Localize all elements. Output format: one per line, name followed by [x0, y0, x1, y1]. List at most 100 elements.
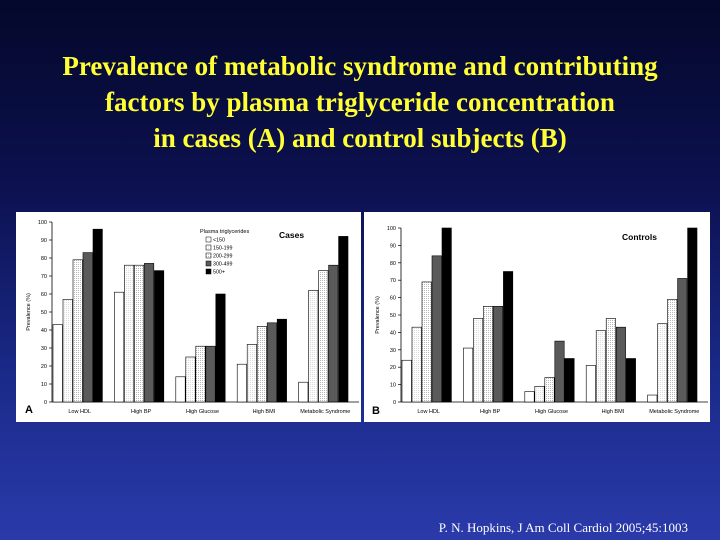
bar [246, 344, 257, 403]
bar [473, 318, 484, 403]
bar [411, 326, 422, 403]
bar [441, 227, 452, 403]
y-tick-label: 10 [390, 383, 396, 389]
bar [185, 356, 196, 403]
y-tick-label: 0 [44, 400, 47, 406]
bar [687, 227, 698, 403]
bar [493, 306, 504, 403]
y-tick-label: 20 [41, 364, 47, 370]
bar [585, 365, 596, 403]
x-tick-label: High BMI [602, 409, 625, 415]
bar [534, 386, 545, 403]
bar [667, 299, 678, 403]
chart-title: Cases [279, 230, 304, 240]
bar [308, 290, 319, 403]
bar [483, 306, 494, 403]
bar [647, 394, 658, 403]
y-tick-label: 80 [390, 261, 396, 267]
legend-label: 150-199 [213, 246, 232, 252]
x-tick-label: High Glucose [186, 409, 219, 415]
x-tick-label: Low HDL [417, 409, 440, 415]
bar [431, 255, 442, 403]
x-tick-label: High BP [480, 409, 501, 415]
bar [175, 376, 186, 403]
bar [266, 322, 277, 403]
bar [298, 381, 309, 403]
legend-title: Plasma triglycerides [200, 229, 249, 235]
x-tick-label: High Glucose [535, 409, 568, 415]
bar [554, 340, 565, 403]
y-axis-label: Prevalence (%) [375, 296, 381, 334]
legend-label: 500+ [213, 270, 225, 276]
bar [256, 326, 267, 403]
bar [92, 228, 103, 403]
bar [595, 330, 606, 403]
x-tick-label: Metabolic Syndrome [649, 409, 699, 415]
bar [154, 270, 165, 403]
chart-controls: 0 10 20 30 40 50 60 70 80 90 100 Prevalence (%) Low … [372, 226, 708, 417]
bar [677, 278, 688, 403]
bar [401, 359, 412, 403]
y-tick-label: 40 [390, 330, 396, 336]
y-tick-label: 20 [390, 365, 396, 371]
chart-panel-controls: 0 10 20 30 40 50 60 70 80 90 100 Prevalence (%) Low … [364, 212, 710, 422]
y-tick-label: 90 [41, 238, 47, 244]
y-tick-label: 80 [41, 256, 47, 262]
bar [276, 318, 287, 403]
chart-panel-cases: 0 10 20 30 40 50 60 70 80 90 100 Prevalence (%) Low … [16, 212, 361, 422]
y-tick-label: 100 [387, 226, 396, 232]
bar [564, 358, 575, 403]
title-line-3: in cases (A) and control subjects (B) [153, 123, 567, 153]
bar [195, 345, 206, 403]
y-axis-label: Prevalence (%) [26, 293, 32, 331]
y-tick-label: 100 [38, 220, 47, 226]
chart-title: Controls [622, 232, 657, 242]
bar [421, 281, 432, 403]
slide-title: Prevalence of metabolic syndrome and con… [0, 48, 720, 156]
legend-label: <150 [213, 238, 225, 244]
bar [463, 347, 474, 403]
bar [72, 259, 83, 403]
title-line-1: Prevalence of metabolic syndrome and con… [62, 51, 658, 81]
legend-swatch [205, 252, 212, 259]
y-tick-label: 60 [390, 296, 396, 302]
bar [625, 358, 636, 403]
y-tick-label: 0 [393, 400, 396, 406]
x-tick-label: High BMI [253, 409, 276, 415]
bar [52, 324, 63, 403]
bar [544, 377, 555, 403]
y-tick-label: 70 [390, 278, 396, 284]
title-line-2: factors by plasma triglyceride concentra… [105, 87, 615, 117]
legend-label: 200-299 [213, 254, 232, 260]
y-tick-label: 30 [41, 346, 47, 352]
bar [318, 270, 329, 403]
bar [144, 263, 155, 403]
y-tick-label: 50 [41, 310, 47, 316]
bar [338, 236, 349, 403]
y-tick-label: 70 [41, 274, 47, 280]
citation: P. N. Hopkins, J Am Coll Cardiol 2005;45… [438, 520, 688, 535]
y-tick-label: 90 [390, 243, 396, 249]
y-tick-label: 50 [390, 313, 396, 319]
bar [124, 264, 135, 403]
bar [524, 391, 535, 403]
panel-letter: A [25, 404, 33, 416]
bar [605, 318, 616, 403]
legend-swatch [205, 268, 212, 275]
y-tick-label: 40 [41, 328, 47, 334]
bar [328, 264, 339, 403]
x-tick-label: Low HDL [68, 409, 91, 415]
legend-swatch [205, 236, 212, 243]
legend-label: 300-499 [213, 262, 232, 268]
bar [205, 345, 216, 403]
bar [82, 252, 93, 403]
y-tick-label: 60 [41, 292, 47, 298]
bar [657, 323, 668, 403]
bar [503, 271, 514, 403]
bar [615, 326, 626, 403]
bar [236, 363, 247, 403]
x-tick-label: High BP [131, 409, 152, 415]
bar [134, 264, 145, 403]
y-tick-label: 30 [390, 348, 396, 354]
legend-swatch [205, 260, 212, 267]
